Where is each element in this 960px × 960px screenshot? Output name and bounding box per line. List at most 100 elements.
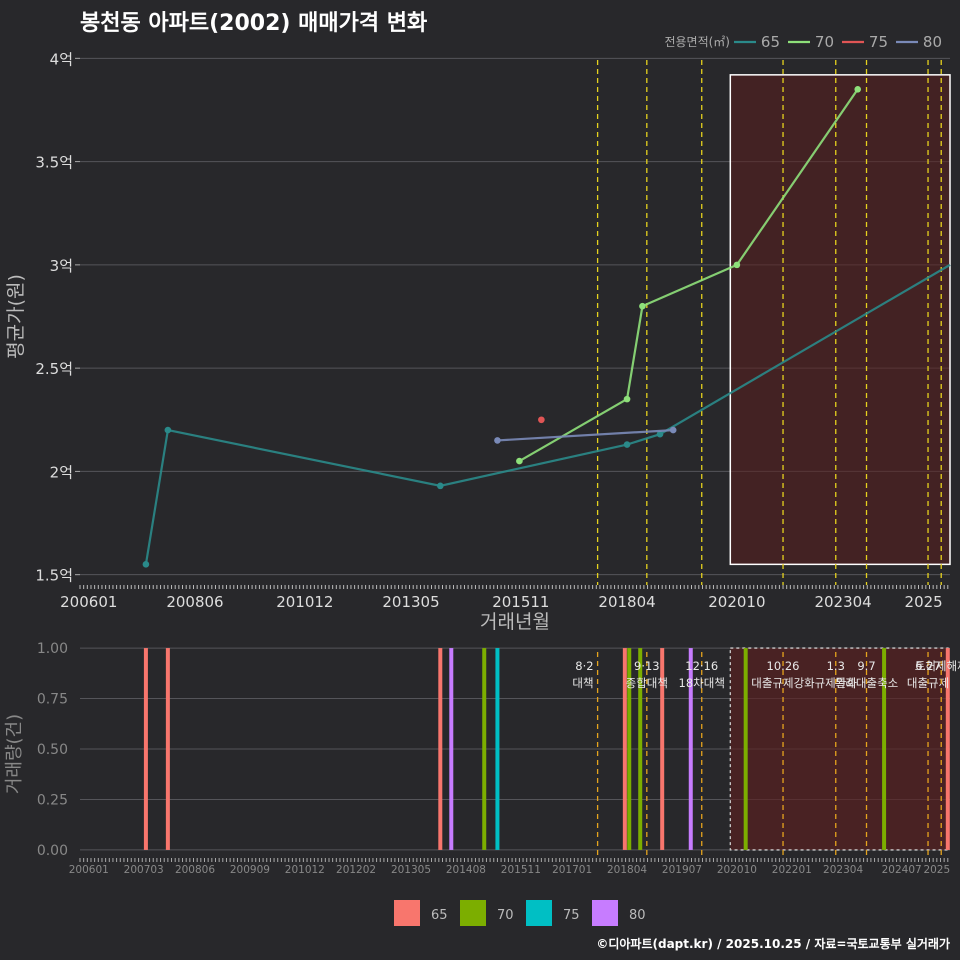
volume-chart: 0.00 0.25 0.50 0.75 1.00 200601 200703 200806 20… <box>4 641 960 876</box>
series-80 <box>494 426 677 444</box>
bar-70 <box>482 648 487 850</box>
policy-label-line: 대책 <box>572 676 593 690</box>
policy-label-line: 대출규제 <box>907 676 949 690</box>
x-tick-label: 201511 <box>492 593 549 611</box>
y-tick-label: 0.00 <box>37 843 68 859</box>
price-chart: 1.5억 2억 2.5억 3억 3.5억 4억 200601 200806 201012 2013… <box>5 50 951 633</box>
x-tick-label: 202304 <box>823 864 863 876</box>
data-point-65 <box>142 561 150 568</box>
y-axis-label: 평균가(원) <box>5 274 27 359</box>
x-tick-label: 200703 <box>124 864 164 876</box>
policy-label-line: 18차대책 <box>679 676 725 690</box>
policy-label-line: 특례대출축소 <box>835 676 898 690</box>
legend-label-75: 75 <box>869 33 888 51</box>
series-70 <box>516 86 862 465</box>
series-line-80 <box>497 428 674 442</box>
series-75 <box>538 416 545 424</box>
x-tick-label: 202010 <box>708 593 765 611</box>
x-tick-label: 201305 <box>382 593 439 611</box>
x-tick-label: 2025 <box>905 593 943 611</box>
y-tick-label: 4억 <box>50 50 73 68</box>
x-tick-label: 202304 <box>814 593 871 611</box>
bar-80 <box>688 648 693 850</box>
legend-label-65: 65 <box>431 908 448 923</box>
policy-label-line: 12·16 <box>685 659 718 673</box>
series-65 <box>142 263 951 568</box>
data-point-80 <box>494 437 501 444</box>
data-point-65 <box>164 426 172 434</box>
x-tick-label: 2025 <box>923 864 950 876</box>
y-tick-label: 3억 <box>50 257 73 275</box>
footer-credit: ©디아파트(dapt.kr) / 2025.10.25 / 자료=국토교통부 실… <box>596 936 950 951</box>
bar-65 <box>622 648 627 850</box>
data-point-65 <box>623 441 631 448</box>
data-point-80 <box>669 426 677 434</box>
y-tick-label: 0.75 <box>37 692 68 708</box>
policy-label: 1.3 규제완화 <box>815 659 858 690</box>
data-point-75 <box>538 416 545 424</box>
data-point-70 <box>623 395 631 403</box>
legend-label-80: 80 <box>629 908 646 923</box>
legend-top: 80 75 70 65 전용면적(㎡) <box>664 33 942 51</box>
y-tick-label: 2.5억 <box>35 360 73 378</box>
y-tick-label: 0.50 <box>37 742 68 758</box>
x-tick-label: 201012 <box>276 593 333 611</box>
x-minor-ticks <box>79 858 949 862</box>
policy-label-line: 6.27 <box>915 659 941 673</box>
x-tick-label: 201511 <box>501 864 541 876</box>
policy-label-line: 종합대책 <box>626 676 668 690</box>
highlight-box <box>729 74 951 566</box>
legend-key-70 <box>460 900 486 926</box>
x-tick-label: 200909 <box>230 864 270 876</box>
x-tick-label: 202201 <box>772 864 812 876</box>
x-tick-label: 200601 <box>69 864 109 876</box>
bar-70 <box>627 648 632 850</box>
policy-label-line: 대출규제강화 <box>751 676 815 690</box>
policy-label-line: 1.3 <box>827 659 845 673</box>
chart-title: 봉천동 아파트(2002) 매매가격 변화 <box>80 11 427 36</box>
data-point-65 <box>437 482 444 490</box>
x-tick-label: 200601 <box>60 593 117 611</box>
data-point-70 <box>854 86 862 93</box>
legend-label-80: 80 <box>923 33 942 51</box>
policy-label: 12·16 18차대책 <box>679 659 725 690</box>
policy-label-line: 9·13 <box>634 659 660 673</box>
x-axis-label: 거래년월 <box>480 611 550 633</box>
bar-65 <box>165 648 170 850</box>
data-point-70 <box>516 457 523 465</box>
data-point-70 <box>733 261 741 269</box>
policy-label-line: 8·2 <box>575 659 593 673</box>
bar-80 <box>449 648 454 850</box>
bar-75 <box>495 648 500 850</box>
legend-label-65: 65 <box>761 33 780 51</box>
x-tick-label: 201305 <box>391 864 431 876</box>
data-point-70 <box>639 302 646 310</box>
legend-key-65 <box>394 900 420 926</box>
bar-65 <box>945 648 950 850</box>
y-axis-label: 거래량(건) <box>4 714 25 794</box>
y-tick-label: 3.5억 <box>35 154 73 172</box>
policy-label: 6.27 대출규제 <box>907 659 949 690</box>
policy-label-line: 토허제해제 <box>915 659 960 673</box>
policy-label: 8·2 대책 <box>572 659 593 690</box>
series-line-65 <box>144 263 951 565</box>
y-tick-label: 0.25 <box>37 792 68 808</box>
x-tick-label: 200806 <box>175 864 215 876</box>
x-minor-ticks <box>79 585 949 589</box>
policy-label-line: 9.7 <box>857 659 875 673</box>
policy-label: 토허제해제 <box>915 659 960 673</box>
bar-70 <box>638 648 643 850</box>
x-tick-label: 201701 <box>552 864 592 876</box>
policy-label: 10.26 대출규제강화 <box>751 659 815 690</box>
x-tick-label: 202010 <box>717 864 757 876</box>
data-point-65 <box>656 430 664 438</box>
bar-65 <box>660 648 665 850</box>
policy-label-line: 규제완화 <box>815 676 858 690</box>
bar-70 <box>743 648 748 850</box>
legend-title: 전용면적(㎡) <box>664 35 730 49</box>
bar-65 <box>438 648 443 850</box>
highlight-box <box>729 647 949 851</box>
legend-label-70: 70 <box>497 908 514 923</box>
legend-key-80 <box>592 900 618 926</box>
